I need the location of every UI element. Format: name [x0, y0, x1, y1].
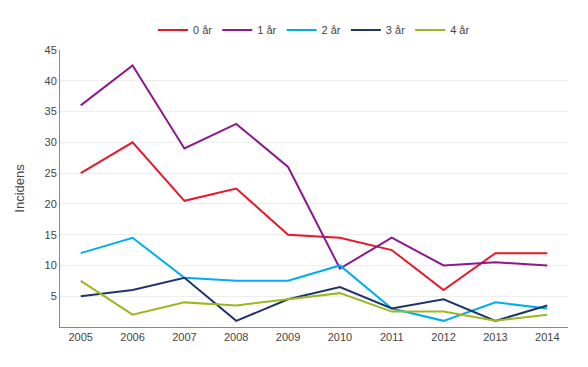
svg-text:2009: 2009 [276, 331, 300, 343]
svg-text:1 år: 1 år [257, 24, 276, 36]
svg-text:4 år: 4 år [450, 24, 469, 36]
svg-text:2006: 2006 [120, 331, 144, 343]
svg-text:45: 45 [45, 44, 57, 56]
svg-text:5: 5 [51, 290, 57, 302]
svg-text:2007: 2007 [172, 331, 196, 343]
svg-text:40: 40 [45, 75, 57, 87]
svg-text:2010: 2010 [328, 331, 352, 343]
svg-text:30: 30 [45, 136, 57, 148]
svg-text:2 år: 2 år [322, 24, 341, 36]
svg-text:25: 25 [45, 167, 57, 179]
svg-text:10: 10 [45, 259, 57, 271]
svg-text:2008: 2008 [224, 331, 248, 343]
svg-text:2005: 2005 [68, 331, 92, 343]
svg-text:15: 15 [45, 229, 57, 241]
svg-text:20: 20 [45, 198, 57, 210]
svg-text:35: 35 [45, 105, 57, 117]
svg-text:2013: 2013 [483, 331, 507, 343]
svg-text:2014: 2014 [535, 331, 559, 343]
svg-text:3 år: 3 år [386, 24, 405, 36]
svg-text:2012: 2012 [431, 331, 455, 343]
svg-text:0 år: 0 år [193, 24, 212, 36]
svg-text:2011: 2011 [380, 331, 404, 343]
svg-text:Incidens: Incidens [12, 164, 27, 213]
